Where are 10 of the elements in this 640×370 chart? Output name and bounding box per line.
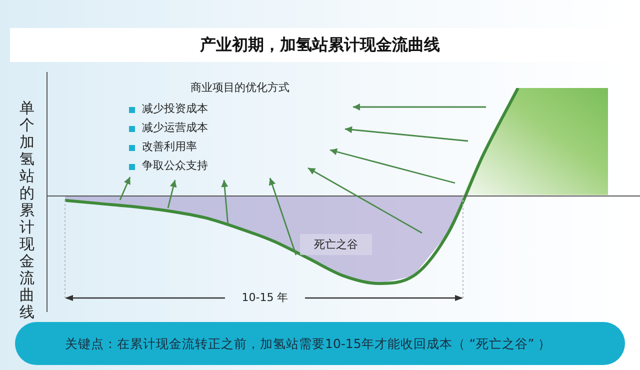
chart-title: 产业初期，加氢站累计现金流曲线: [10, 28, 630, 62]
text: 10-15 年: [240, 290, 290, 305]
text: 单个加氢站的累计现金流曲线: [20, 99, 34, 321]
annotation: 争取公众支持: [142, 158, 208, 173]
annotation: 死亡之谷: [300, 234, 372, 255]
annotation: 改善利用率: [142, 139, 197, 154]
annotation: 减少投资成本: [142, 101, 208, 116]
annotation: 商业项目的优化方式: [190, 80, 290, 95]
annotation: 减少运营成本: [142, 120, 208, 135]
text: 关键点：在累计现金流转正之前，加氢站需要10-15年才能收回成本（ “死亡之谷” ）: [15, 322, 625, 365]
